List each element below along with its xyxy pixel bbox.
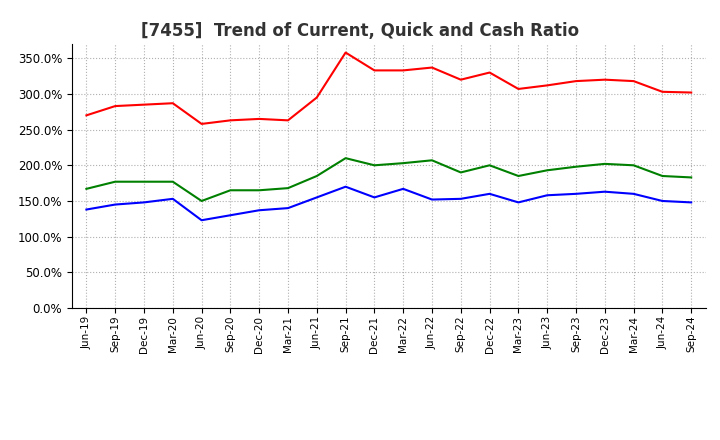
Current Ratio (428, 65, 436, 70)
Cash Ratio (572, 191, 580, 197)
Line: Cash Ratio: Cash Ratio (86, 187, 691, 220)
Quick Ratio (629, 163, 638, 168)
Quick Ratio (600, 161, 609, 166)
Cash Ratio (687, 200, 696, 205)
Quick Ratio (428, 158, 436, 163)
Cash Ratio (456, 196, 465, 202)
Quick Ratio (82, 186, 91, 191)
Current Ratio (572, 78, 580, 84)
Current Ratio (370, 68, 379, 73)
Quick Ratio (543, 168, 552, 173)
Quick Ratio (485, 163, 494, 168)
Line: Quick Ratio: Quick Ratio (86, 158, 691, 201)
Cash Ratio (168, 196, 177, 202)
Text: [7455]  Trend of Current, Quick and Cash Ratio: [7455] Trend of Current, Quick and Cash … (141, 22, 579, 40)
Cash Ratio (600, 189, 609, 194)
Quick Ratio (312, 173, 321, 179)
Cash Ratio (514, 200, 523, 205)
Current Ratio (687, 90, 696, 95)
Current Ratio (456, 77, 465, 82)
Current Ratio (485, 70, 494, 75)
Current Ratio (82, 113, 91, 118)
Cash Ratio (226, 213, 235, 218)
Current Ratio (514, 86, 523, 92)
Current Ratio (629, 78, 638, 84)
Cash Ratio (399, 186, 408, 191)
Current Ratio (284, 118, 292, 123)
Line: Current Ratio: Current Ratio (86, 52, 691, 124)
Quick Ratio (284, 186, 292, 191)
Cash Ratio (658, 198, 667, 204)
Cash Ratio (284, 205, 292, 211)
Current Ratio (341, 50, 350, 55)
Cash Ratio (111, 202, 120, 207)
Quick Ratio (111, 179, 120, 184)
Current Ratio (658, 89, 667, 95)
Quick Ratio (658, 173, 667, 179)
Current Ratio (255, 116, 264, 121)
Quick Ratio (572, 164, 580, 169)
Quick Ratio (370, 163, 379, 168)
Cash Ratio (629, 191, 638, 197)
Current Ratio (399, 68, 408, 73)
Cash Ratio (197, 218, 206, 223)
Current Ratio (168, 101, 177, 106)
Cash Ratio (140, 200, 148, 205)
Current Ratio (111, 103, 120, 109)
Current Ratio (226, 118, 235, 123)
Cash Ratio (370, 195, 379, 200)
Quick Ratio (341, 155, 350, 161)
Quick Ratio (140, 179, 148, 184)
Cash Ratio (543, 193, 552, 198)
Cash Ratio (341, 184, 350, 189)
Cash Ratio (255, 208, 264, 213)
Current Ratio (543, 83, 552, 88)
Cash Ratio (312, 195, 321, 200)
Quick Ratio (197, 198, 206, 204)
Cash Ratio (485, 191, 494, 197)
Cash Ratio (82, 207, 91, 212)
Current Ratio (600, 77, 609, 82)
Current Ratio (140, 102, 148, 107)
Cash Ratio (428, 197, 436, 202)
Quick Ratio (456, 170, 465, 175)
Quick Ratio (514, 173, 523, 179)
Current Ratio (312, 95, 321, 100)
Current Ratio (197, 121, 206, 127)
Quick Ratio (226, 187, 235, 193)
Quick Ratio (255, 187, 264, 193)
Quick Ratio (168, 179, 177, 184)
Quick Ratio (399, 161, 408, 166)
Quick Ratio (687, 175, 696, 180)
